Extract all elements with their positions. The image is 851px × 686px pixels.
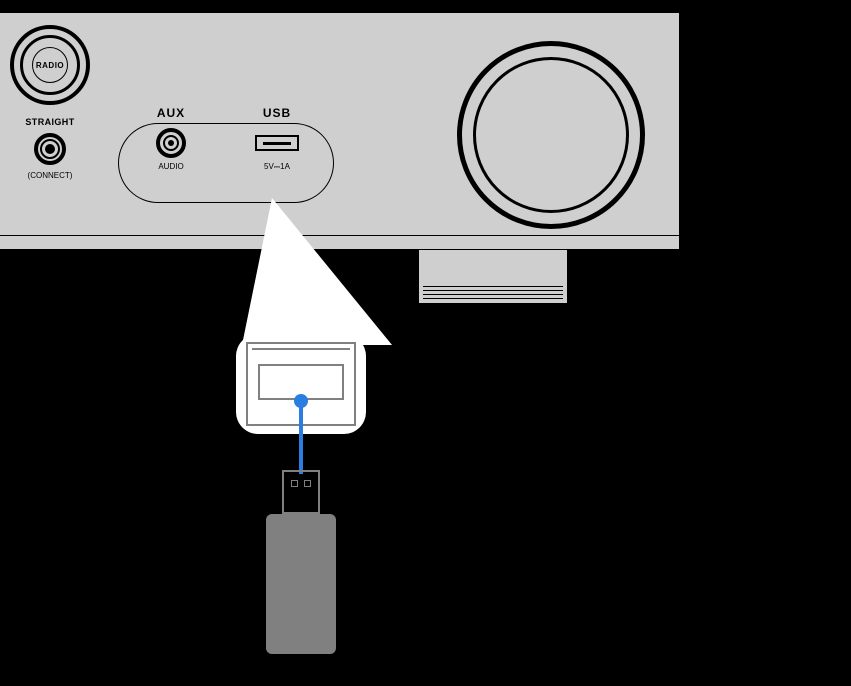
usb-sublabel: 5V⎓1A: [237, 162, 317, 172]
diagram-stage: RADIO STRAIGHT (CONNECT) AUX AUDIO USB: [0, 0, 851, 686]
aux-column: AUX AUDIO: [131, 106, 211, 171]
radio-label: RADIO: [36, 61, 64, 70]
usb-flash-plug: [282, 470, 320, 514]
usb-flash-body: [266, 514, 336, 654]
volume-dial: [457, 41, 645, 229]
straight-button: [34, 133, 66, 165]
straight-label: STRAIGHT: [20, 117, 80, 127]
aux-sublabel: AUDIO: [131, 162, 211, 171]
usb-port: [255, 135, 299, 151]
aux-label: AUX: [131, 106, 211, 120]
straight-button-group: STRAIGHT (CONNECT): [20, 117, 80, 180]
connection-line: [299, 406, 303, 474]
usb-flash-drive: [266, 470, 336, 654]
receiver-front-panel: RADIO STRAIGHT (CONNECT) AUX AUDIO USB: [0, 12, 680, 236]
aux-jack: [156, 128, 186, 158]
usb-column: USB 5V⎓1A: [237, 106, 317, 172]
usb-label: USB: [237, 106, 317, 120]
receiver-foot: [418, 250, 568, 304]
radio-knob: RADIO: [10, 25, 90, 105]
io-panel: AUX AUDIO USB 5V⎓1A: [118, 123, 334, 203]
connect-label: (CONNECT): [20, 171, 80, 180]
usb-port-magnified-slot: [252, 348, 350, 356]
panel-bottom-edge: [0, 236, 680, 250]
